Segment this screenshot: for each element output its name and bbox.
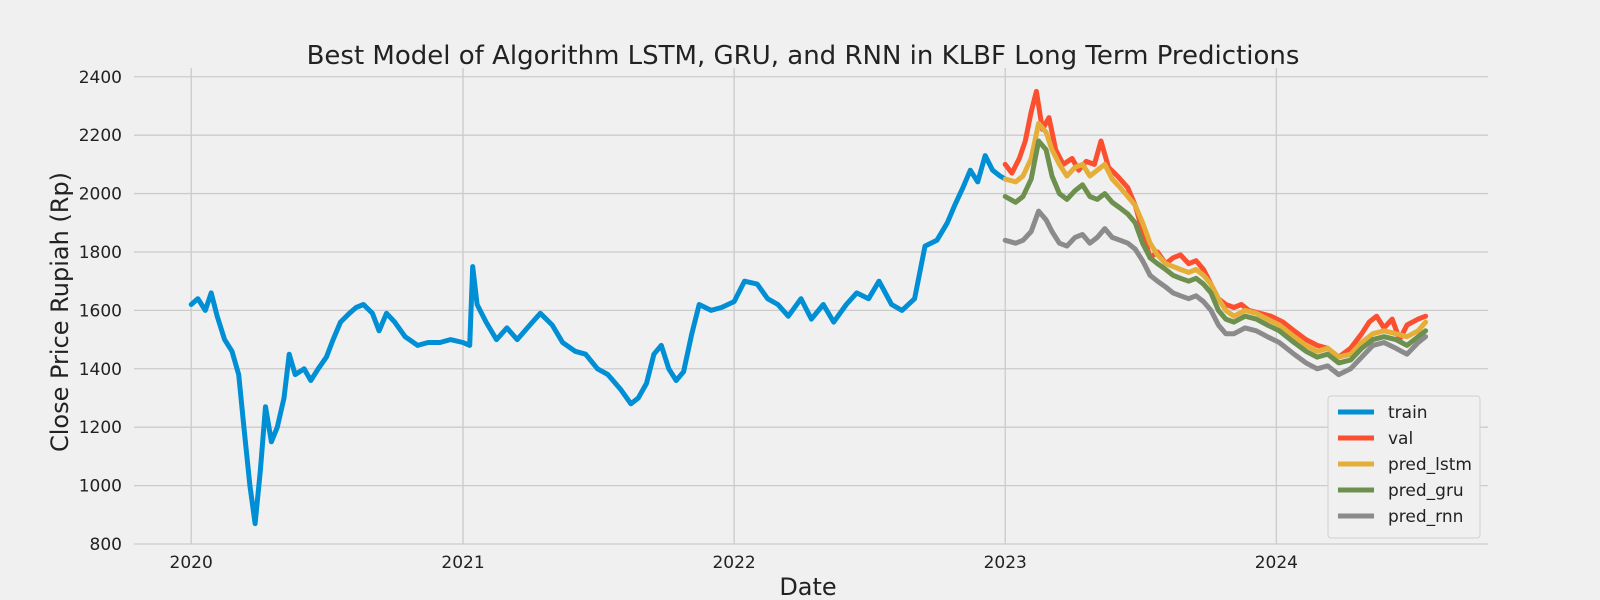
y-tick-label: 2400 xyxy=(79,68,122,88)
axes: 800 1000 1200 1400 1600 1800 2000 2200 2400 2020 2… xyxy=(79,68,1298,573)
chart-title: Best Model of Algorithm LSTM, GRU, and R… xyxy=(307,41,1300,71)
y-tick-label: 1800 xyxy=(79,243,122,263)
x-axis-label: Date xyxy=(779,573,836,600)
x-tick-label: 2020 xyxy=(170,553,213,573)
x-tick-label: 2021 xyxy=(441,553,484,573)
x-tick-label: 2024 xyxy=(1255,553,1298,573)
series-line-pred-rnn xyxy=(1002,208,1429,378)
legend-label: pred_lstm xyxy=(1388,455,1472,475)
legend-label: train xyxy=(1388,403,1428,423)
y-tick-label: 1600 xyxy=(79,301,122,321)
series-lines xyxy=(188,88,1429,527)
x-tick-label: 2023 xyxy=(984,553,1027,573)
series-line-pred-lstm xyxy=(1002,121,1429,360)
y-tick-label: 2000 xyxy=(79,185,122,205)
x-tick-label: 2022 xyxy=(712,553,755,573)
legend: train val pred_lstm pred_gru pred_rnn xyxy=(1327,395,1481,539)
y-tick-label: 1000 xyxy=(79,477,122,497)
y-tick-label: 2200 xyxy=(79,126,122,146)
series-line-pred-gru xyxy=(1002,138,1429,366)
series-line-val xyxy=(1002,88,1429,360)
y-tick-label: 1400 xyxy=(79,360,122,380)
legend-label: pred_rnn xyxy=(1388,507,1463,527)
y-tick-label: 1200 xyxy=(79,418,122,438)
y-tick-label: 800 xyxy=(90,535,122,555)
legend-label: pred_gru xyxy=(1388,481,1464,501)
legend-label: val xyxy=(1388,429,1413,449)
legend-box xyxy=(1327,395,1481,539)
series-line-train xyxy=(188,153,1008,527)
y-axis-label: Close Price Rupiah (Rp) xyxy=(46,172,74,452)
